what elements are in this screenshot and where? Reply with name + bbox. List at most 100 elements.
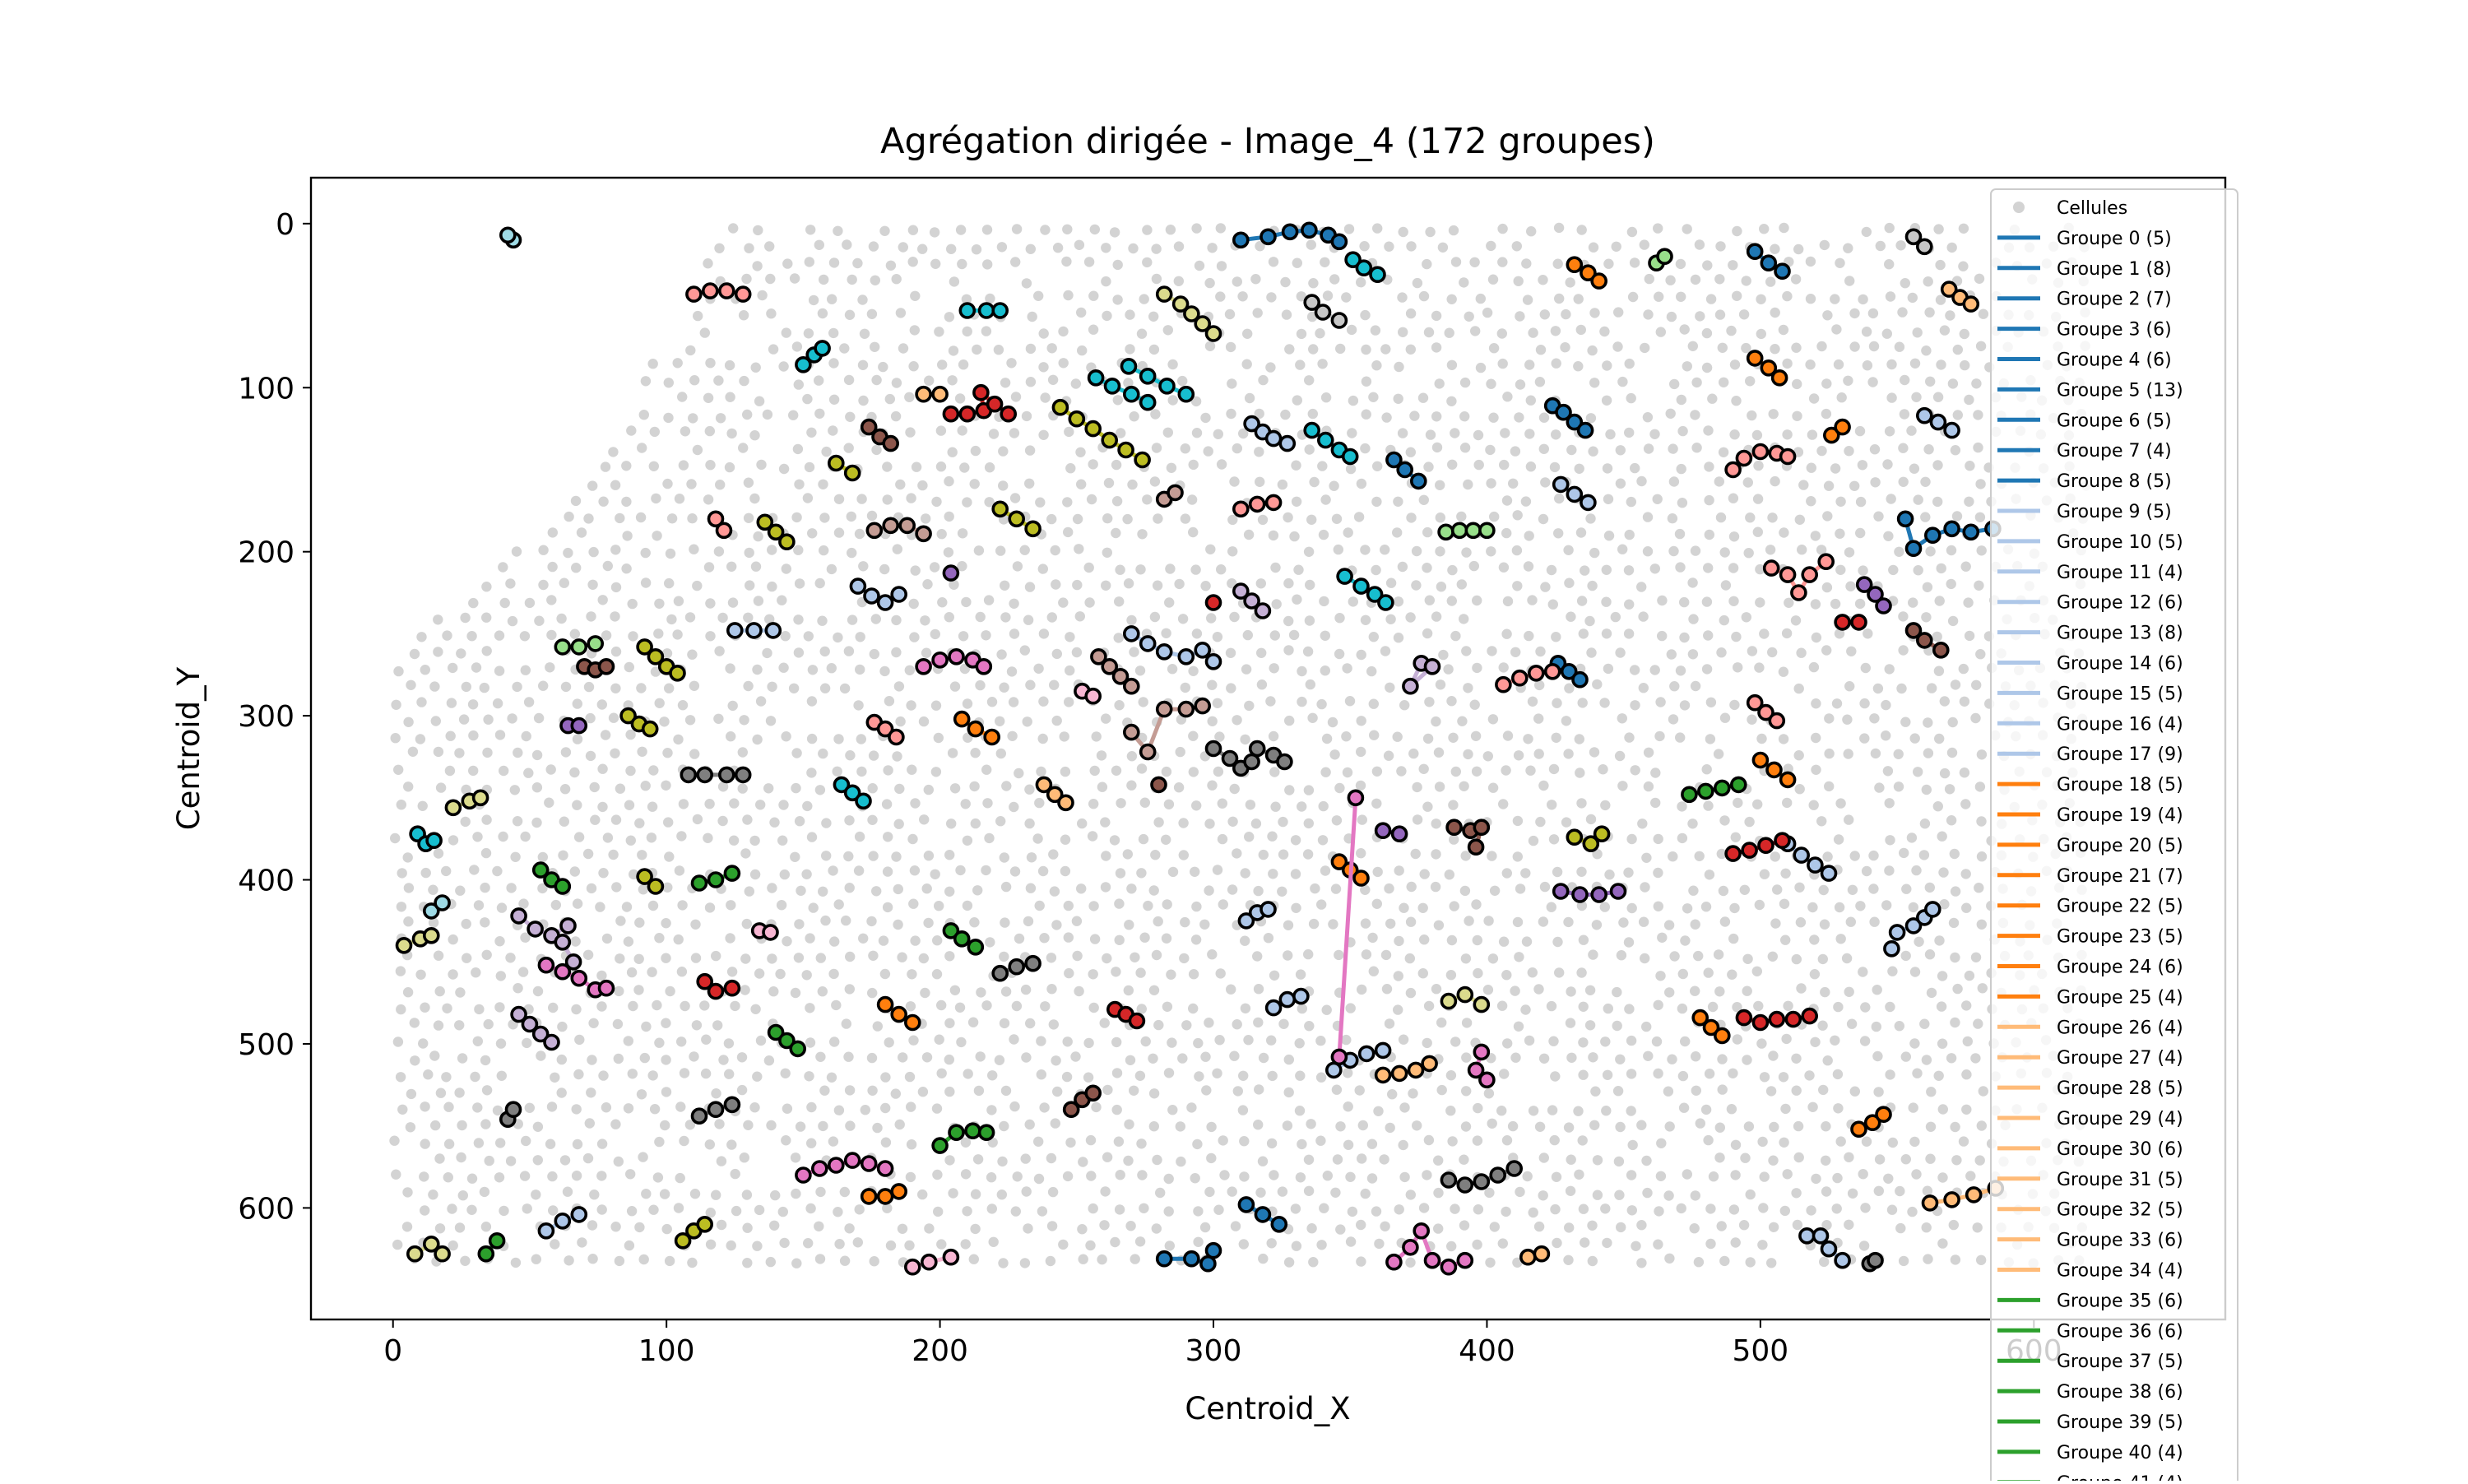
cell-point (1356, 1219, 1366, 1231)
group-point (843, 784, 861, 802)
cell-point (1010, 1206, 1022, 1217)
cell-point (1552, 698, 1562, 708)
cell-point (1523, 734, 1533, 744)
cell-point (1242, 328, 1253, 339)
cell-point (869, 1256, 879, 1267)
cell-point (571, 1004, 582, 1015)
cell-point (1592, 849, 1603, 860)
group-point (1580, 494, 1597, 512)
cell-point (1007, 730, 1018, 741)
cell-point (999, 1120, 1009, 1132)
cell-point (429, 1050, 440, 1061)
cell-point (1083, 1072, 1094, 1083)
cell-point (1975, 479, 1986, 489)
cell-point (854, 831, 865, 842)
cell-point (1798, 480, 1809, 490)
group-point (1746, 693, 1764, 712)
cell-point (898, 343, 909, 354)
cell-point (1719, 547, 1730, 558)
cell-point (654, 1037, 665, 1048)
cell-point (1959, 768, 1970, 778)
cell-point (1046, 1152, 1057, 1164)
cell-point (1319, 1203, 1329, 1213)
cell-point (1523, 561, 1534, 572)
cell-point (1636, 475, 1647, 487)
cell-point (624, 1240, 635, 1251)
cell-point (1677, 1070, 1689, 1082)
cell-point (1320, 257, 1330, 267)
cell-point (689, 749, 700, 759)
cell-point (505, 953, 516, 963)
group-point (876, 995, 894, 1013)
cell-point (1946, 242, 1957, 253)
cell-point (769, 817, 780, 828)
cell-point (1122, 849, 1134, 860)
cell-point (1693, 1257, 1705, 1268)
cell-point (1849, 480, 1860, 491)
group-point (953, 930, 971, 948)
cell-point (661, 918, 671, 929)
cell-point (1920, 476, 1931, 487)
cell-point (537, 883, 548, 894)
cell-point (803, 1238, 814, 1249)
cell-point (1603, 494, 1614, 504)
cell-point (392, 1239, 403, 1250)
group-point (953, 710, 971, 728)
cell-point (1219, 1170, 1230, 1180)
cell-point (1791, 342, 1802, 353)
cell-point (1858, 565, 1868, 576)
cell-point (1713, 749, 1724, 759)
cell-point (1690, 545, 1701, 556)
cell-point (1728, 933, 1739, 944)
cell-point (871, 444, 882, 456)
cell-point (602, 560, 613, 572)
cell-point (1315, 328, 1325, 339)
cell-point (745, 580, 755, 591)
group-point (888, 728, 905, 746)
cell-point (582, 848, 594, 860)
cell-point (1258, 849, 1269, 860)
group-point (1330, 853, 1348, 870)
cell-point (1207, 243, 1218, 253)
cell-point (1807, 429, 1818, 440)
cell-point (1254, 1084, 1264, 1095)
group-point (1770, 369, 1788, 387)
group-point (991, 500, 1009, 518)
cell-point (1510, 1052, 1521, 1063)
cell-point (444, 765, 456, 777)
cell-point (1051, 1055, 1061, 1066)
group-point (707, 982, 725, 1000)
cell-point (626, 967, 638, 978)
cell-point (1025, 883, 1037, 893)
cell-point (818, 748, 828, 759)
cell-point (1037, 1206, 1048, 1217)
cell-point (1925, 1153, 1936, 1164)
cell-point (1932, 631, 1942, 642)
cell-point (1933, 665, 1945, 676)
cell-point (883, 832, 893, 842)
cell-point (931, 496, 942, 508)
cell-point (1972, 1222, 1983, 1233)
cell-point (856, 734, 867, 744)
cell-point (1641, 1155, 1652, 1166)
cell-point (1091, 731, 1102, 742)
cell-point (1103, 477, 1115, 489)
cell-point (944, 1155, 955, 1166)
cell-point (1368, 392, 1379, 402)
cell-point (948, 1188, 958, 1199)
group-point (641, 720, 659, 738)
cell-point (1887, 1137, 1898, 1148)
cell-point (738, 443, 749, 453)
cell-point (1816, 545, 1827, 555)
cell-point (1521, 936, 1533, 947)
cell-point (1253, 885, 1264, 897)
cell-point (396, 800, 406, 810)
cell-point (815, 953, 826, 963)
cell-point (905, 1171, 916, 1183)
cell-point (587, 579, 598, 590)
group-point (1317, 431, 1334, 449)
cell-point (1009, 1101, 1020, 1112)
cell-point (984, 497, 995, 508)
cell-point (923, 917, 934, 929)
